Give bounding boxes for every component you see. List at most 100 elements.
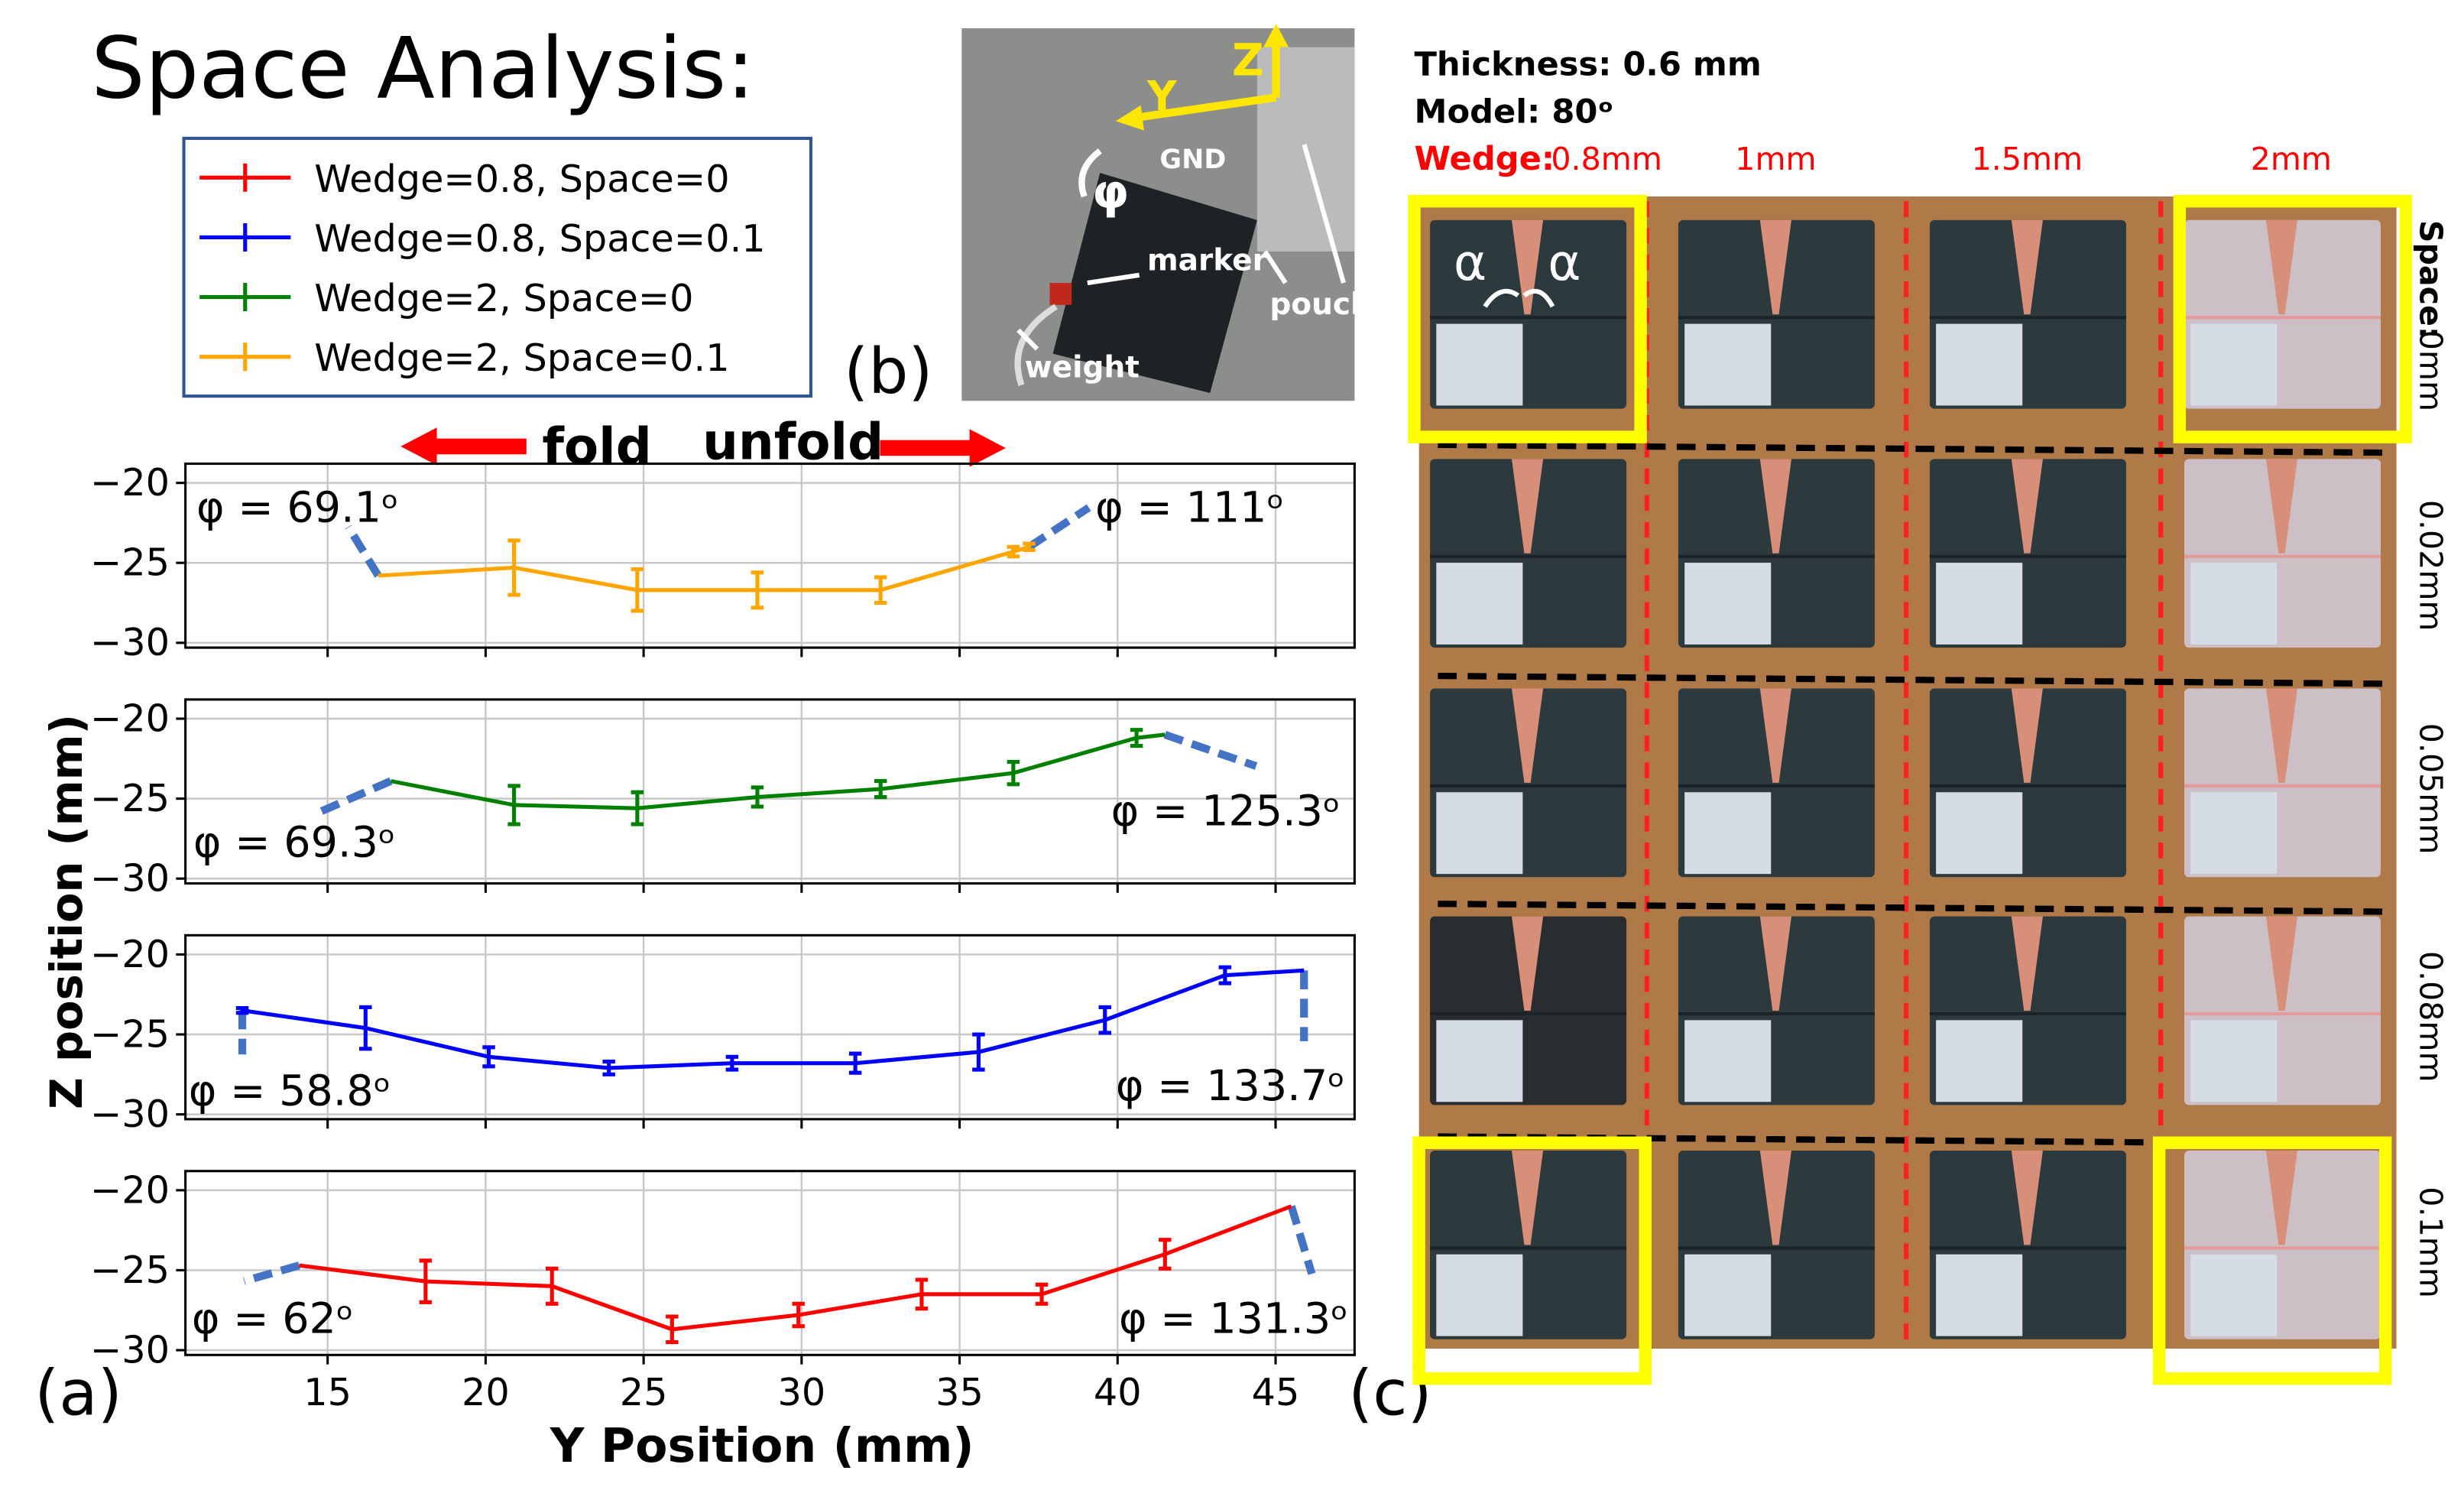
series-line [242,968,1305,1070]
wedge-gap [2011,916,2043,1011]
wedge-gap [2265,1151,2298,1245]
error-bar [725,1054,739,1072]
angle-indicator [1163,731,1258,770]
highlight-frame [2152,1136,2392,1385]
x-tick-label: 25 [620,1370,668,1414]
highlight-frame [2173,194,2413,443]
tile-note [1436,323,1523,406]
error-bar [482,1045,495,1069]
y-tick-label: −20 [90,1167,170,1212]
photo-label: Z [1232,35,1264,86]
figure-title: Space Analysis: [91,19,754,118]
marker-dot [1049,283,1072,305]
wedge-gap [2011,688,2043,783]
x-tick-label: 30 [777,1370,825,1414]
y-tick-label: −25 [90,1248,170,1292]
photo-c [1408,194,2413,1385]
error-bar [874,575,887,606]
direction-label: fold [542,417,651,476]
error-bar [545,1266,559,1306]
wedge-gap [1511,1151,1544,1245]
error-bar [419,1258,433,1304]
marker-pointer [1087,272,1140,286]
x-tick-label: 45 [1252,1370,1300,1414]
error-bar [848,1051,862,1075]
row-divider [1438,901,2389,915]
space-row: 0.1mm [2412,1187,2449,1297]
plot-frame [184,698,1356,885]
error-bar [972,1032,985,1072]
tile-note [1684,323,1772,406]
error-bar [915,1278,929,1311]
y-tick-label: −30 [90,1327,170,1372]
annotation: φ = 131.3ᵒ [1119,1294,1348,1344]
wedge-gap [2265,219,2298,315]
error-bar [1007,544,1020,559]
wedge-column: 0.8mm [1551,141,1662,177]
error-bar [359,1005,372,1051]
photo-header: Thickness: 0.6 mm [1415,46,1762,84]
panel-label: (b) [844,336,932,408]
space-row: 0.02mm [2412,500,2449,631]
wedge-gap [2265,688,2298,783]
y-tick-label: −30 [90,620,170,664]
legend [182,136,813,398]
tile-note [1436,792,1523,875]
pouch-pointer [1302,144,1346,284]
plot-frame [184,1170,1356,1356]
angle-indicator [1287,1205,1316,1275]
series-line [378,544,1030,593]
panel [1052,173,1257,394]
angle-symbol: α [1548,233,1581,292]
angle-indicator [1026,504,1091,550]
phi-arc [1078,148,1102,198]
wedge-gap [1759,1151,1791,1245]
y-axis [1133,93,1277,122]
wedge-gap [2265,916,2298,1011]
tile-note [2190,1020,2278,1102]
space-row: 0.08mm [2412,951,2449,1083]
photo-label: pouches [1269,287,1409,322]
x-tick-label: 35 [935,1370,984,1414]
annotation: φ = 58.8ᵒ [189,1066,391,1115]
weight-wire [1014,304,1058,387]
wedge-gap [2011,459,2043,554]
annotation: φ = 133.7ᵒ [1116,1061,1345,1111]
annotation: φ = 69.3ᵒ [193,818,396,868]
tile-note [1436,563,1523,644]
wedge-gap [2011,1151,2043,1245]
direction-label: unfold [702,412,883,471]
legend-label: Wedge=2, Space=0 [314,276,693,320]
photo-header: Model: 80ᵒ [1415,93,1614,131]
row-divider [1438,441,2389,456]
angle-symbol: α [1454,233,1487,292]
error-bar [1007,759,1020,787]
y-tick-label: −30 [90,856,170,901]
wedge-gap [1759,916,1791,1011]
error-bar [666,1314,679,1345]
wedge-column: 1mm [1735,141,1816,177]
photo-label: GND [1159,144,1226,175]
tile-note [1936,1254,2023,1336]
error-bar [1130,728,1143,748]
angle-indicator [316,777,393,817]
y-tick-label: −25 [90,541,170,585]
error-bar [792,1301,805,1329]
error-bar [1023,541,1036,553]
tile-note [1936,792,2023,875]
y-tick-label: −20 [90,460,170,505]
annotation: φ = 69.1ᵒ [196,483,399,533]
tile-note [1436,1020,1523,1102]
space-row: 0.05mm [2412,723,2449,855]
tile-note [2190,792,2278,875]
wedge-gap [1511,916,1544,1011]
tile-note [1684,563,1772,644]
y-tick-label: −25 [90,776,170,820]
error-bar [631,790,644,826]
y-axis-label: Z position (mm) [41,714,92,1109]
x-axis-label: Y Position (mm) [550,1418,974,1473]
wedge-gap [1511,688,1544,783]
tile-note [1436,1254,1523,1336]
wedge-gap [1759,459,1791,554]
